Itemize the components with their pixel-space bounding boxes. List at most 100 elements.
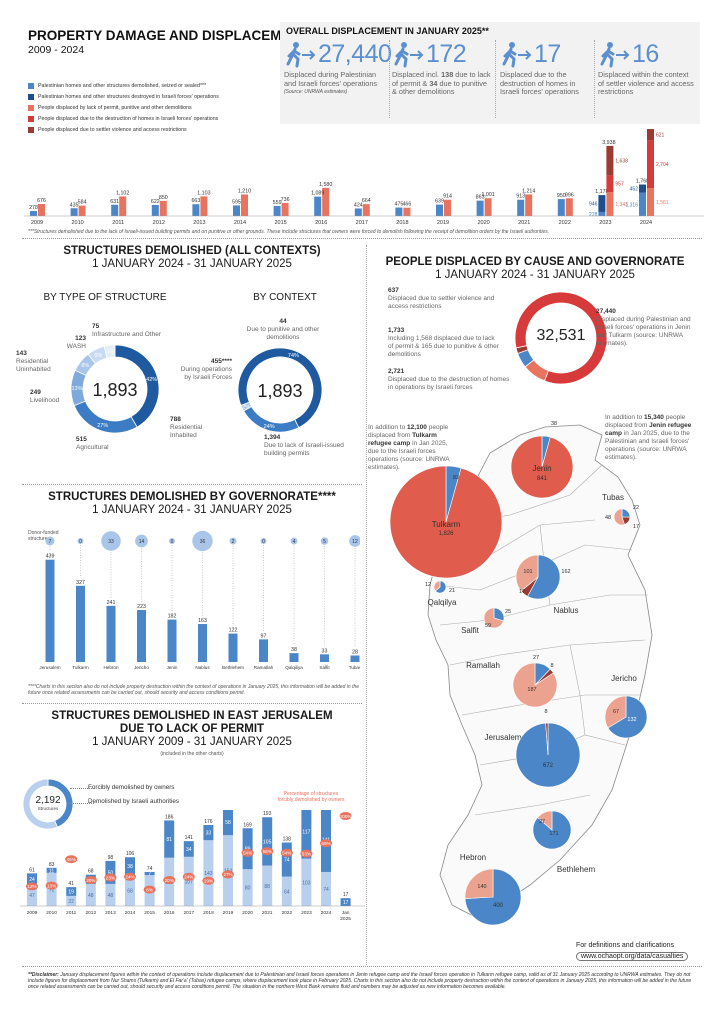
x-tick-label: 2016: [315, 220, 327, 226]
bar-authorities: [66, 895, 77, 906]
bar-owners: [66, 887, 77, 896]
arrow-right-icon: [518, 50, 532, 60]
pct-label: 19%: [204, 879, 213, 884]
gov-value: 187: [527, 687, 536, 693]
icon-body: [600, 47, 615, 68]
donut-slice: [22, 778, 58, 830]
segment-label: 74: [323, 887, 329, 893]
kpi-1: 27,440 Displaced during Palestinian and …: [284, 40, 392, 95]
label-permits: 1,394 Due to lack of Israeli-issued build…: [264, 434, 344, 457]
bar-authorities: [183, 856, 194, 906]
bar-value-label: 996: [565, 192, 574, 198]
west-bank-map: Tulkarm 1,826 83 Jenin 841 38 Tubas 48 22 17 12 21 Q…: [389, 421, 653, 926]
bar-total-label: 138: [283, 837, 292, 843]
governorate-title: STRUCTURES DEMOLISHED BY GOVERNORATE****…: [48, 491, 336, 516]
segment-label: 1,561: [656, 200, 669, 206]
governorate-bar: [259, 639, 268, 662]
bar-value-label: 622: [151, 199, 160, 205]
bar-structures: [151, 204, 159, 216]
bar-people: [78, 205, 86, 216]
pct-label: 53%: [302, 851, 311, 856]
slice-pct-label: 2%: [242, 404, 250, 410]
ej-title: STRUCTURES DEMOLISHED IN EAST JERUSALEM …: [51, 710, 333, 748]
bar-owners: [27, 873, 37, 885]
kpi-4: 16 Displaced within the context of settl…: [598, 40, 696, 97]
pct-label: 8%: [146, 887, 153, 892]
bar-total-label: 1,768: [636, 179, 649, 185]
gov-value: 59: [485, 623, 491, 629]
donor-count: 0: [171, 539, 174, 545]
map-pie-slice: [464, 868, 494, 899]
url-link[interactable]: www.ochaopt.org/data/casualties: [576, 952, 689, 961]
slice-pct-label: 27%: [97, 423, 108, 429]
bar-people: [281, 202, 289, 216]
bar-value-label: 1,103: [197, 190, 210, 196]
bar-value-label: 639: [435, 199, 444, 205]
x-tick-label: Qalqiliya: [285, 665, 303, 670]
gov-name: Jerusalem: [485, 733, 522, 742]
segment-label: 19: [68, 890, 74, 896]
gov-value: 21: [449, 588, 455, 594]
governorate-bar: [106, 605, 116, 662]
segment-label: 64: [284, 889, 290, 895]
x-tick-label: 2014: [125, 910, 136, 916]
pct-marker: [300, 849, 313, 858]
gov-name: Jericho: [611, 674, 637, 683]
kpi-value: 17: [534, 40, 561, 68]
donor-bubble: [320, 537, 329, 545]
pct-label: 23%: [106, 875, 115, 880]
bar-owners: [105, 860, 116, 884]
bar-people: [362, 204, 370, 216]
bar-owners: [183, 841, 194, 857]
gov-value: 12: [425, 582, 431, 588]
bar-value-label: 850: [159, 195, 168, 201]
governorate-bar: [167, 619, 177, 662]
segment-label: 957: [615, 182, 624, 188]
x-tick-label: Bethlehem: [222, 665, 244, 670]
walking-person-icon: [502, 42, 532, 68]
segment-label: 143: [204, 871, 213, 877]
kpi-label: Displaced during Palestinian and Israeli…: [284, 70, 378, 88]
segment-label: 946: [589, 202, 598, 208]
bar-people: [38, 203, 45, 216]
governorate-border: [474, 794, 591, 816]
ej-legend-authorities: Demolished by Israeli authorities: [88, 798, 179, 805]
bar-owners: [340, 898, 351, 906]
kpi-value: 172: [426, 40, 467, 68]
bar-value-label: 663: [191, 198, 200, 204]
governorate-footnote: ****Charts in this section also do not i…: [28, 684, 360, 696]
bar-authorities: [27, 884, 37, 906]
map-pie-slice: [545, 722, 549, 756]
x-tick-label: 2014: [234, 220, 246, 226]
bar-structures: [70, 208, 78, 216]
x-tick-label: 2020: [242, 910, 253, 916]
legend-label: People displaced by lack of permit, puni…: [38, 104, 192, 111]
kpi-value: 27,440: [318, 40, 392, 68]
people-label-1733: 1,733 Including 1,568 displaced due to la…: [388, 327, 499, 358]
x-tick-label: 2017: [183, 910, 194, 916]
donor-bubble: [77, 538, 84, 544]
segment-label: 7: [148, 872, 151, 878]
label-infra: 75 Infrastructure and Other: [92, 323, 162, 338]
donor-bubble: [260, 538, 267, 544]
x-tick-label: Hebron: [103, 665, 119, 670]
donor-bubble: [290, 537, 298, 545]
disclaimer: **Disclaimer: January displacement figur…: [28, 972, 692, 991]
pct-marker: [241, 848, 254, 857]
walking-person-icon: [600, 42, 630, 68]
definitions: For definitions and clarifications: [576, 942, 675, 949]
demolished-title: STRUCTURES DEMOLISHED (ALL CONTEXTS) 1 J…: [63, 245, 321, 270]
bar-value-label: 327: [76, 580, 85, 586]
gov-name: Nablus: [554, 606, 579, 615]
bar-authorities: [125, 874, 135, 906]
arrow-right-icon: [302, 50, 316, 60]
donor-count: 7: [49, 539, 52, 545]
x-tick-label: 2015: [144, 910, 155, 916]
slice-pct-label: 74%: [288, 353, 299, 359]
pct-marker: [182, 872, 195, 881]
gov-value: 140: [477, 884, 486, 890]
people-label-27440: 27,440 Displaced during Palestinian and I…: [596, 308, 691, 347]
donut-slice: [240, 401, 252, 412]
donor-count: 33: [108, 539, 114, 545]
segment-label: 2,704: [656, 162, 669, 168]
